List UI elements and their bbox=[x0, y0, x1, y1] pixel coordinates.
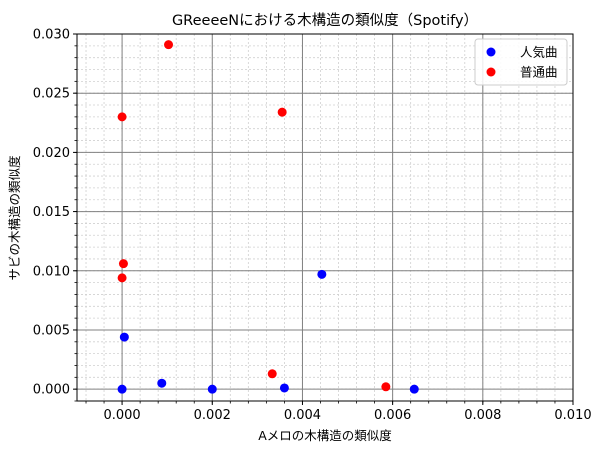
axis-ticks bbox=[73, 33, 574, 405]
y-tick-label: 0.020 bbox=[33, 146, 70, 161]
data-point-normal bbox=[267, 369, 277, 379]
data-point-popular bbox=[409, 384, 419, 394]
chart-title: GReeeeNにおける木構造の類似度（Spotify） bbox=[172, 12, 478, 29]
legend-marker-popular bbox=[486, 47, 496, 57]
x-tick-label: 0.002 bbox=[194, 408, 231, 423]
y-axis-label: サビの木構造の類似度 bbox=[7, 155, 22, 281]
data-points bbox=[117, 40, 419, 394]
data-point-normal bbox=[117, 273, 127, 283]
x-tick-label: 0.000 bbox=[103, 408, 140, 423]
y-tick-label: 0.010 bbox=[33, 264, 70, 279]
data-point-normal bbox=[277, 107, 287, 117]
data-point-popular bbox=[279, 383, 289, 393]
data-point-popular bbox=[157, 378, 167, 388]
y-tick-label: 0.030 bbox=[33, 28, 70, 43]
data-point-normal bbox=[118, 259, 128, 269]
x-axis-label: Aメロの木構造の類似度 bbox=[258, 428, 392, 443]
y-tick-label: 0.025 bbox=[33, 87, 70, 102]
y-tick-label: 0.005 bbox=[33, 323, 70, 338]
x-tick-label: 0.008 bbox=[464, 408, 501, 423]
data-point-popular bbox=[317, 269, 327, 279]
data-point-popular bbox=[117, 384, 127, 394]
x-tick-label: 0.010 bbox=[554, 408, 591, 423]
axis-tick-labels: 0.000 0.002 0.004 0.006 0.008 0.010 0.000 0.005… bbox=[33, 28, 592, 424]
y-tick-label: 0.015 bbox=[33, 205, 70, 220]
data-point-normal bbox=[381, 382, 391, 392]
y-tick-label: 0.000 bbox=[33, 383, 70, 398]
data-point-popular bbox=[207, 384, 217, 394]
legend-label-normal: 普通曲 bbox=[520, 65, 558, 80]
x-tick-label: 0.004 bbox=[284, 408, 321, 423]
legend-box bbox=[474, 38, 568, 86]
legend-label-popular: 人気曲 bbox=[520, 45, 558, 60]
data-point-popular bbox=[119, 332, 129, 342]
data-point-normal bbox=[164, 40, 174, 50]
legend-marker-normal bbox=[486, 67, 496, 77]
plot-frame bbox=[76, 33, 574, 402]
data-point-normal bbox=[117, 112, 127, 122]
x-tick-label: 0.006 bbox=[374, 408, 411, 423]
legend: 人気曲 普通曲 bbox=[474, 38, 568, 86]
